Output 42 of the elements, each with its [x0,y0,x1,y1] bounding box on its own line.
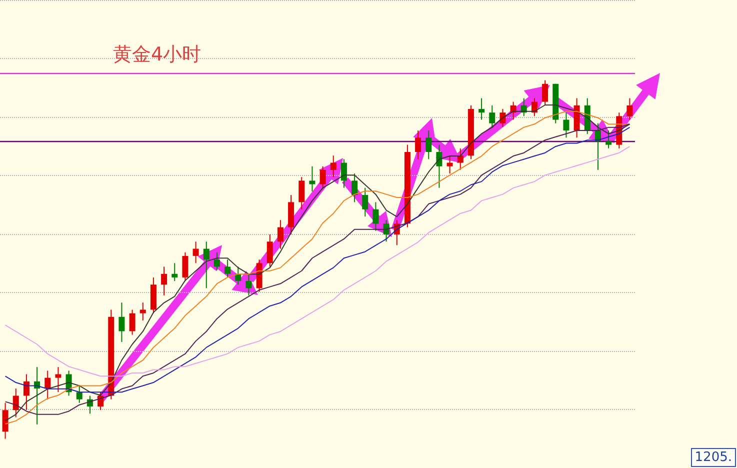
candlestick [563,112,570,138]
candlestick [383,220,390,242]
candlestick [161,266,168,296]
candlestick [372,202,379,232]
candlestick [23,374,30,411]
candlestick [182,252,188,282]
candlestick [12,388,19,418]
candlestick [542,80,548,106]
candlestick [129,309,136,336]
candlestick [298,176,305,210]
candlestick [606,130,612,149]
candlestick [44,370,51,400]
candlestick [478,98,485,120]
candlestick [98,392,104,411]
text: 1205. [690,448,736,467]
candlestick [500,108,506,128]
candlestick [415,130,422,160]
candlestick [426,130,432,160]
candlestick [246,273,252,296]
candlestick [436,144,442,188]
candlestick [118,302,125,342]
candlestick [172,262,178,282]
candlestick [340,158,347,188]
candlestick [76,384,82,404]
candlestick [277,220,284,250]
candlestick [626,98,633,120]
chart-title: 黄金4小时 [113,44,202,66]
candlestick [192,241,199,264]
candlestick [320,166,326,188]
candlestick [362,187,368,218]
candlestick [203,241,210,289]
candlestick [266,234,273,268]
candlestick [489,104,496,128]
candlestick [446,155,453,174]
candlestick [309,166,316,192]
candlestick [330,155,336,178]
candlestick [214,252,220,271]
candlestick [224,259,231,278]
candlestick [140,302,146,321]
candlestick [2,402,8,440]
candlestick [55,366,62,393]
candlestick [352,172,358,203]
